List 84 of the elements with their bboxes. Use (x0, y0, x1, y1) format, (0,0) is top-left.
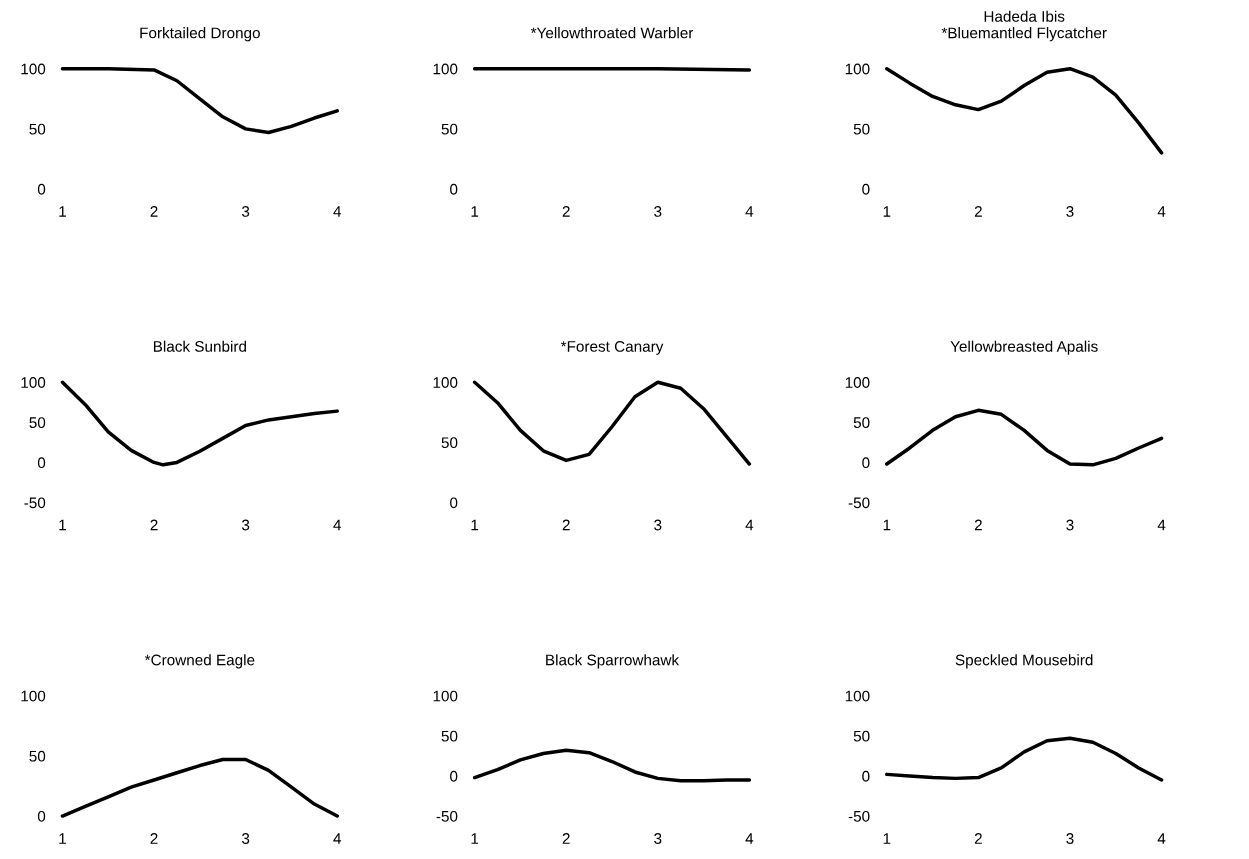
x-tick-label: 3 (241, 206, 250, 217)
x-tick-label: 3 (1066, 519, 1074, 531)
y-tick-label: 0 (37, 457, 46, 469)
y-tick-label: 50 (29, 417, 46, 429)
x-tick-label: 4 (333, 833, 342, 844)
line-series (60, 380, 339, 467)
y-tick-label: 0 (450, 183, 458, 195)
y-tick-label: 50 (441, 437, 458, 449)
x-tick-label: 1 (59, 519, 66, 531)
x-tick-label: 4 (745, 519, 754, 531)
x-tick-label: 1 (883, 519, 891, 531)
y-tick-label: 100 (845, 63, 870, 75)
y-tick-label: -50 (24, 497, 46, 509)
x-tick-label: 1 (883, 833, 891, 844)
y-tick-label: -50 (436, 810, 458, 822)
x-tick-label: 4 (1157, 833, 1166, 844)
line-series (472, 380, 752, 466)
y-tick-label: 100 (21, 690, 46, 702)
y-tick-label: 0 (862, 770, 870, 782)
x-tick-label: 2 (150, 519, 158, 531)
x-tick-label: 1 (59, 206, 66, 217)
y-tick-label: 0 (450, 770, 458, 782)
y-tick-label: 0 (450, 497, 458, 509)
chart-title: *Yellowthroated Warbler (530, 27, 694, 39)
x-tick-label: 2 (562, 206, 570, 217)
y-tick-label: 100 (433, 63, 458, 75)
x-tick-label: 3 (654, 833, 662, 844)
x-tick-label: 4 (333, 206, 342, 217)
x-tick-label: 4 (333, 519, 342, 531)
line-series (60, 66, 339, 135)
y-tick-label: 50 (853, 123, 870, 135)
y-tick-label: 50 (853, 730, 870, 742)
y-tick-label: -50 (848, 810, 870, 822)
y-tick-label: 50 (441, 730, 458, 742)
x-tick-label: 1 (59, 833, 66, 844)
x-tick-label: 1 (471, 519, 479, 531)
x-tick-label: 1 (471, 833, 479, 844)
line-series (885, 66, 1164, 155)
x-tick-label: 1 (471, 206, 479, 217)
x-tick-label: 4 (1157, 206, 1166, 217)
x-tick-label: 3 (654, 519, 662, 531)
x-tick-label: 2 (562, 833, 570, 844)
chart-title: Hadeda Ibis *Bluemantled Flycatcher (941, 10, 1107, 42)
y-tick-label: 100 (433, 690, 458, 702)
y-tick-label: 50 (853, 417, 870, 429)
chart-title: Yellowbreasted Apalis (950, 340, 1098, 355)
x-tick-label: 4 (1157, 519, 1166, 531)
y-tick-label: 100 (845, 690, 870, 702)
x-tick-label: 3 (241, 833, 250, 844)
y-tick-label: 50 (29, 750, 46, 762)
line-series (472, 748, 752, 783)
y-tick-label: 100 (21, 63, 46, 75)
x-tick-label: 3 (1066, 833, 1074, 844)
chart-title: Black Sparrowhawk (546, 654, 680, 669)
y-tick-label: 100 (21, 377, 46, 388)
x-tick-label: 4 (745, 833, 754, 844)
y-tick-label: 100 (433, 377, 458, 388)
chart-title: *Forest Canary (560, 341, 664, 355)
chart-title: Forktailed Drongo (140, 27, 260, 42)
chart-title: Black Sunbird (153, 340, 246, 352)
x-tick-label: 3 (654, 206, 662, 217)
chart-title: Speckled Mousebird (955, 654, 1093, 669)
y-tick-label: 0 (37, 810, 46, 822)
y-tick-label: 50 (441, 123, 458, 135)
line-series (885, 736, 1164, 782)
x-tick-label: 1 (883, 206, 891, 217)
x-tick-label: 2 (562, 519, 570, 531)
x-tick-label: 2 (974, 833, 982, 844)
line-series (885, 408, 1164, 467)
x-tick-label: 3 (241, 519, 250, 531)
y-tick-label: 50 (29, 123, 46, 135)
x-tick-label: 2 (150, 206, 158, 217)
x-tick-label: 2 (974, 206, 982, 217)
y-tick-label: 0 (37, 183, 46, 195)
y-tick-label: -50 (848, 497, 870, 509)
y-tick-label: 0 (862, 457, 870, 469)
x-tick-label: 2 (150, 833, 158, 844)
x-tick-label: 3 (1066, 206, 1074, 217)
x-tick-label: 4 (745, 206, 754, 217)
y-tick-label: 100 (845, 377, 870, 388)
chart-title: *Crowned Eagle (144, 654, 255, 669)
y-tick-label: 0 (862, 183, 870, 195)
x-tick-label: 2 (974, 519, 982, 531)
line-series (60, 757, 339, 818)
